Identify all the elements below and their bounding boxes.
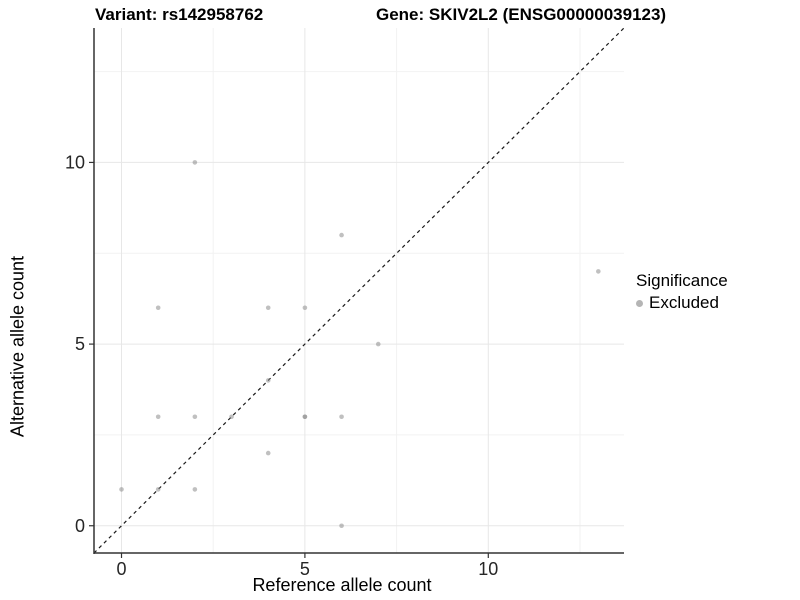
data-point [192, 414, 198, 420]
y-tick-label: 5 [75, 334, 85, 354]
data-point [265, 450, 271, 456]
variant-title: Variant: rs142958762 [95, 5, 264, 24]
data-point [155, 414, 161, 420]
legend-title: Significance [636, 271, 728, 290]
data-point [229, 414, 234, 420]
data-point [596, 269, 601, 274]
data-point [302, 305, 308, 311]
data-point [155, 305, 161, 311]
data-point [339, 414, 344, 420]
identity-line [93, 27, 625, 554]
y-tick-label: 0 [75, 516, 85, 536]
legend-item-label: Excluded [649, 293, 719, 312]
excluded-point-icon [636, 299, 643, 307]
data-point [119, 487, 124, 492]
y-tick-label: 10 [65, 152, 85, 172]
data-point [339, 232, 344, 238]
y-axis-title: Alternative allele count [7, 255, 28, 438]
legend: Significance Excluded [636, 271, 728, 313]
data-point [192, 160, 198, 165]
data-point [302, 414, 308, 420]
data-point [265, 305, 271, 311]
x-tick-label: 0 [117, 559, 127, 579]
data-point [375, 341, 381, 347]
x-tick-label: 10 [478, 559, 498, 579]
gene-title: Gene: SKIV2L2 (ENSG00000039123) [376, 5, 667, 24]
data-point [192, 487, 198, 492]
legend-item-excluded: Excluded [636, 293, 728, 313]
data-point [155, 487, 161, 492]
data-point [339, 523, 344, 529]
x-tick-label: 5 [300, 559, 310, 579]
data-point [265, 378, 271, 383]
x-axis-title: Reference allele count [252, 575, 432, 595]
